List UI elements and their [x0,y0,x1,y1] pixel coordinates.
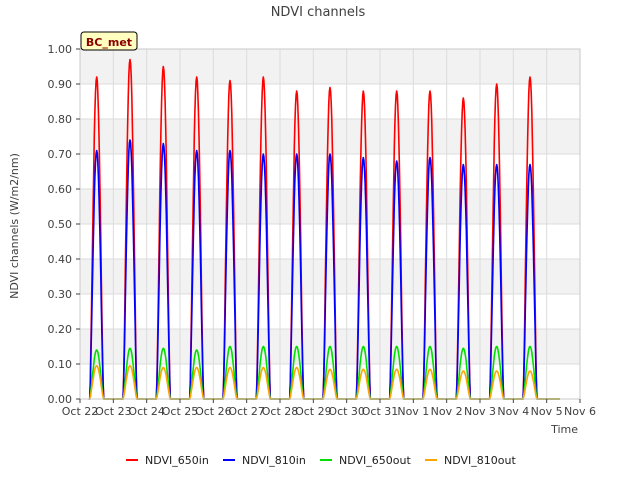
x-tick-label: Nov 1 [397,405,429,418]
x-tick-label: Nov 5 [531,405,563,418]
x-tick-label: Oct 24 [128,405,165,418]
legend-label: NDVI_810in [242,454,306,467]
x-tick-label: Oct 31 [362,405,399,418]
x-tick-label: Nov 6 [564,405,596,418]
legend-label: NDVI_810out [444,454,516,467]
station-label-box: BC_met [80,31,138,51]
y-tick-label: 0.40 [48,253,73,266]
legend-label: NDVI_650out [339,454,411,467]
y-axis-label: NDVI channels (W/m2/nm) [8,153,21,299]
x-tick-label: Oct 27 [228,405,265,418]
chart-title: NDVI channels [271,5,366,20]
axes: 0.00 0.10 0.20 0.30 0.40 0.50 0.60 0.70 0.80 0.90… [48,43,596,418]
plot-band [80,49,580,84]
y-tick-label: 0.50 [48,218,73,231]
y-tick-label: 0.60 [48,183,73,196]
legend: NDVI_650in NDVI_810in NDVI_650out NDVI_810o… [126,454,516,467]
plot-band [80,119,580,154]
x-tick-label: Nov 2 [431,405,463,418]
station-label: BC_met [86,36,132,49]
y-tick-label: 0.00 [48,393,73,406]
y-tick-label: 0.20 [48,323,73,336]
x-axis-label: Time [550,423,578,436]
x-tick-label: Oct 22 [62,405,99,418]
y-tick-label: 0.30 [48,288,73,301]
x-tick-label: Nov 3 [464,405,496,418]
x-tick-label: Oct 23 [95,405,132,418]
x-tick-label: Oct 25 [162,405,199,418]
station-label-background [80,31,138,51]
x-tick-label: Oct 28 [262,405,299,418]
legend-label: NDVI_650in [145,454,209,467]
x-tick-label: Oct 30 [328,405,365,418]
y-tick-label: 0.70 [48,148,73,161]
y-tick-label: 0.10 [48,358,73,371]
y-tick-label: 1.00 [48,43,73,56]
plot-band [80,189,580,224]
x-tick-label: Oct 29 [295,405,332,418]
plot-band [80,259,580,294]
y-tick-label: 0.80 [48,113,73,126]
x-tick-label: Oct 26 [195,405,232,418]
y-tick-label: 0.90 [48,78,73,91]
x-tick-label: Nov 4 [497,405,529,418]
